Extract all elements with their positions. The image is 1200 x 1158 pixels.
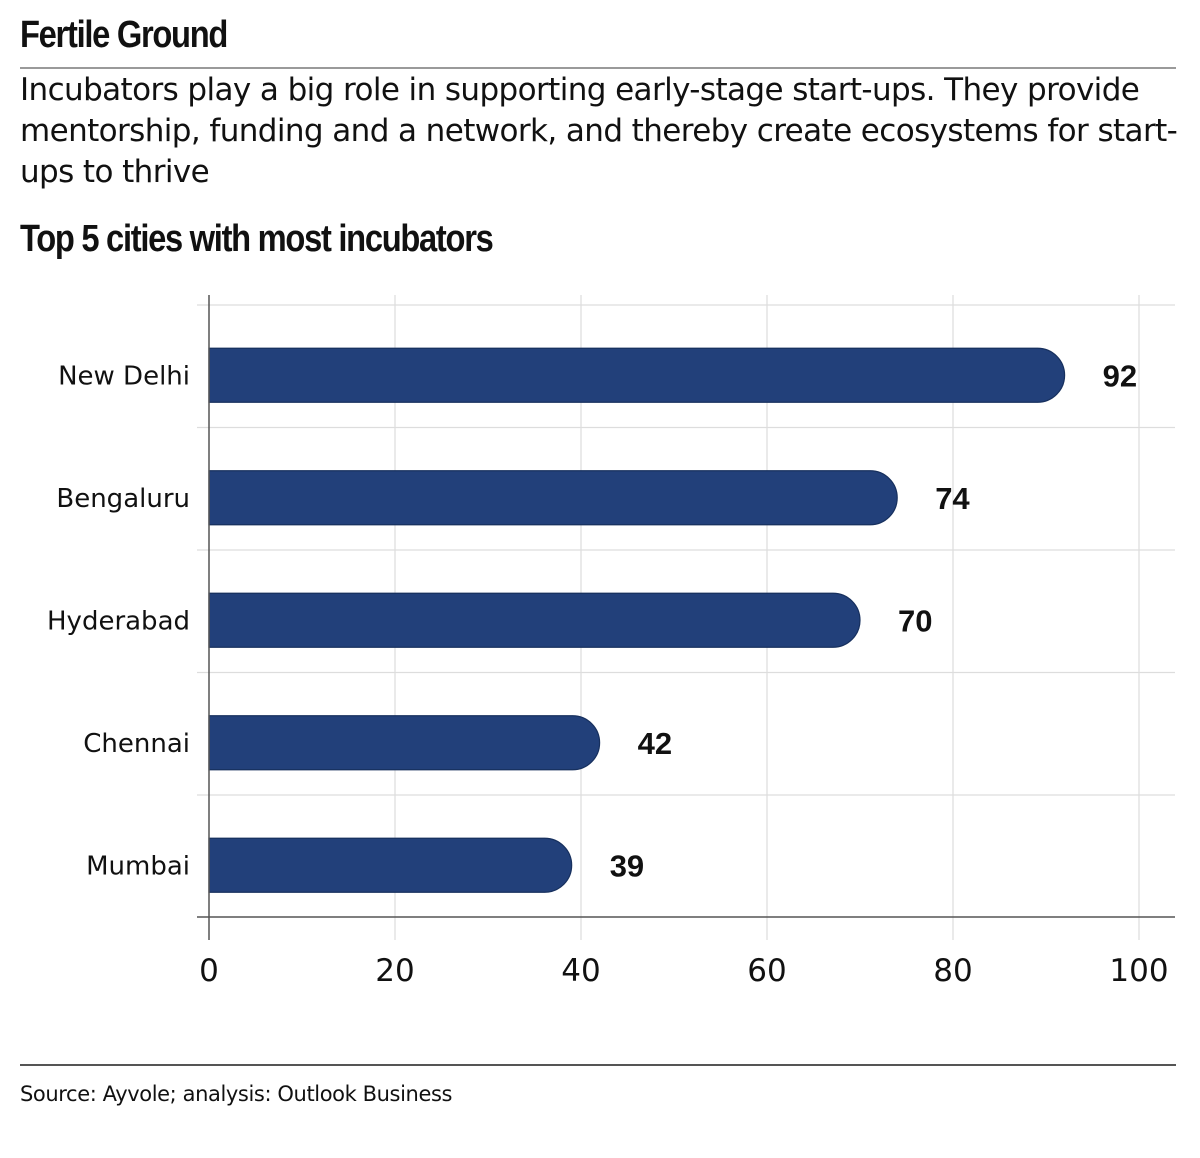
x-tick-label: 0: [199, 953, 219, 989]
bar-bengaluru: [208, 470, 898, 526]
chart-title: Top 5 cities with most incubators: [20, 218, 494, 260]
value-label: 74: [935, 481, 970, 516]
title-divider: [20, 67, 1176, 69]
category-label: New Delhi: [58, 361, 190, 391]
value-label: 42: [638, 726, 672, 761]
x-tick-label: 60: [747, 953, 786, 989]
bar-mumbai: [208, 837, 573, 893]
chart-description: Incubators play a big role in supporting…: [20, 72, 1178, 190]
x-tick-label: 20: [375, 953, 414, 989]
source-note: Source: Ayvole; analysis: Outlook Busine…: [20, 1082, 453, 1106]
footer-divider: [20, 1064, 1176, 1066]
value-label: 92: [1103, 358, 1137, 393]
x-tick-label: 80: [933, 953, 972, 989]
bar-new-delhi: [208, 347, 1066, 403]
category-label: Bengaluru: [56, 484, 190, 514]
bar-hyderabad: [208, 592, 861, 648]
value-label: 70: [898, 603, 932, 638]
category-label: Hyderabad: [47, 606, 190, 636]
category-label: Mumbai: [86, 851, 190, 881]
axes: [197, 295, 1175, 940]
x-tick-label: 100: [1109, 953, 1168, 989]
x-tick-label: 40: [561, 953, 600, 989]
bars: [208, 347, 1066, 893]
bar-chennai: [208, 715, 601, 771]
value-label: 39: [610, 848, 644, 883]
labels: New Delhi 92 Bengaluru 74 Hyderabad 70 Chennai…: [47, 358, 1169, 989]
chart-headline: Fertile Ground: [20, 14, 228, 56]
category-label: Chennai: [83, 729, 190, 759]
